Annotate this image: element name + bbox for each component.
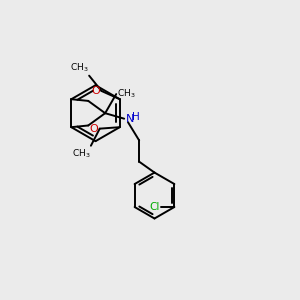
Text: N: N [126,114,135,124]
Text: CH$_3$: CH$_3$ [117,88,136,100]
Text: Cl: Cl [150,202,160,212]
Text: H: H [132,112,140,122]
Text: O: O [92,86,100,96]
Text: CH$_3$: CH$_3$ [72,148,90,160]
Text: CH$_3$: CH$_3$ [70,61,88,74]
Text: O: O [90,124,99,134]
